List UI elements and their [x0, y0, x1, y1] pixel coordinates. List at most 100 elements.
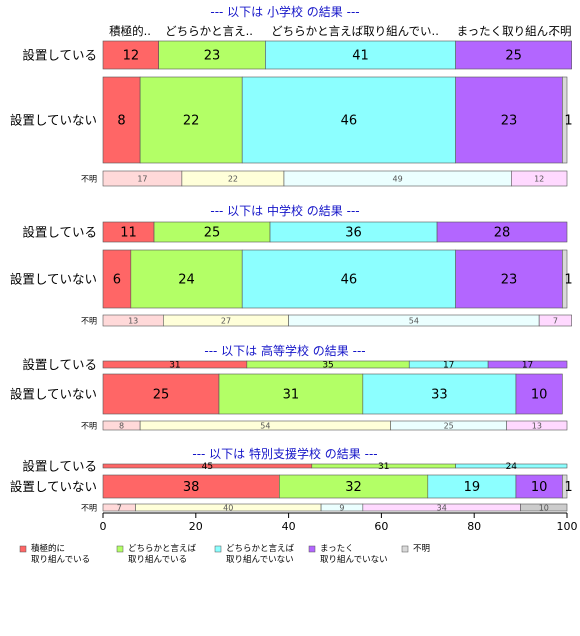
- data-label: 10: [531, 480, 548, 495]
- data-label: 25: [444, 421, 454, 430]
- legend-label: 不明: [413, 544, 430, 554]
- bar-segment: [102, 40, 159, 70]
- data-label: 1: [564, 273, 572, 288]
- column-header: どちらかと言えば取り組んでい..: [271, 24, 439, 38]
- data-label: 22: [183, 114, 200, 129]
- data-label: 28: [494, 226, 511, 241]
- column-header: どちらかと言え..: [165, 24, 253, 38]
- data-label: 10: [539, 503, 549, 512]
- data-label: 27: [221, 316, 231, 325]
- data-label: 13: [532, 421, 542, 430]
- bar-segment: [487, 360, 568, 369]
- data-label: 24: [506, 462, 518, 472]
- group-title: --- 以下は 特別支援学校 の結果 ---: [192, 446, 377, 461]
- bar-segment: [511, 170, 568, 187]
- bar-segment: [562, 76, 568, 164]
- x-tick-label: 60: [374, 520, 388, 533]
- data-label: 40: [223, 503, 233, 512]
- row-label: 設置している: [22, 357, 97, 372]
- data-label: 1: [564, 480, 572, 495]
- data-label: 9: [339, 503, 344, 512]
- legend-label: まったく取り組んでいない: [320, 544, 388, 565]
- bar-segment: [241, 76, 456, 164]
- bar-segment: [139, 76, 243, 164]
- bar-segment: [562, 474, 568, 499]
- row-label: 設置していない: [10, 113, 97, 128]
- data-label: 10: [531, 388, 548, 403]
- legend-label: どちらかと言えば取り組んでいる: [128, 543, 197, 565]
- row-label: 設置している: [22, 459, 97, 474]
- group-title: --- 以下は 高等学校 の結果 ---: [204, 343, 365, 358]
- column-header: まったく取り組ん..: [457, 24, 556, 38]
- data-label: 13: [128, 316, 138, 325]
- data-label: 12: [123, 49, 140, 64]
- data-label: 7: [553, 316, 558, 325]
- bar-segment: [455, 463, 568, 469]
- legend-swatch: [308, 545, 316, 553]
- data-label: 46: [341, 273, 358, 288]
- legend-label: 積極的に取り組んでいる: [31, 543, 90, 565]
- legend-swatch: [214, 545, 222, 553]
- data-label: 34: [437, 503, 447, 512]
- data-label: 32: [345, 480, 362, 495]
- legend-swatch: [19, 545, 27, 553]
- bar-segment: [455, 76, 563, 164]
- unknown-row-label: 不明: [81, 422, 97, 431]
- x-tick-label: 40: [282, 520, 296, 533]
- row-label: 設置していない: [10, 387, 97, 402]
- data-label: 8: [119, 421, 124, 430]
- legend-swatch: [401, 545, 409, 553]
- group-title: --- 以下は 中学校 の結果 ---: [210, 203, 359, 218]
- data-label: 23: [204, 49, 221, 64]
- data-label: 23: [501, 114, 518, 129]
- data-label: 54: [260, 421, 270, 430]
- data-label: 12: [534, 174, 544, 183]
- bar-segment: [562, 249, 568, 309]
- unknown-row-label: 不明: [81, 504, 97, 513]
- row-label: 設置している: [22, 48, 97, 63]
- bar-segment: [520, 503, 568, 512]
- group-title: --- 以下は 小学校 の結果 ---: [210, 4, 359, 19]
- data-label: 31: [378, 462, 389, 472]
- data-label: 31: [169, 361, 180, 371]
- data-label: 8: [117, 114, 125, 129]
- bar-segment: [538, 314, 572, 327]
- data-label: 54: [409, 316, 419, 325]
- legend-label: どちらかと言えば取り組んでいない: [226, 543, 295, 565]
- data-label: 25: [505, 49, 522, 64]
- x-tick-label: 20: [189, 520, 203, 533]
- data-label: 35: [322, 361, 333, 371]
- data-label: 25: [204, 226, 221, 241]
- x-tick-label: 100: [557, 520, 578, 533]
- bar-segment: [265, 40, 456, 70]
- bar-segment: [506, 420, 568, 431]
- data-label: 19: [464, 480, 481, 495]
- data-label: 22: [228, 174, 238, 183]
- data-label: 49: [393, 174, 403, 183]
- data-label: 46: [341, 114, 358, 129]
- bar-segment: [362, 373, 517, 415]
- legend-swatch: [116, 545, 124, 553]
- data-label: 23: [501, 273, 518, 288]
- unknown-row-label: 不明: [81, 175, 97, 184]
- row-label: 設置している: [22, 225, 97, 240]
- bar-segment: [102, 249, 132, 309]
- data-label: 6: [113, 273, 121, 288]
- row-label: 設置していない: [10, 272, 97, 287]
- data-label: 17: [137, 174, 147, 183]
- data-label: 38: [183, 480, 200, 495]
- data-label: 11: [120, 226, 137, 241]
- data-label: 17: [443, 361, 454, 371]
- row-label: 設置していない: [10, 479, 97, 494]
- data-label: 41: [352, 49, 369, 64]
- unknown-row-label: 不明: [81, 317, 97, 326]
- data-label: 24: [178, 273, 195, 288]
- data-label: 33: [431, 388, 448, 403]
- data-label: 1: [564, 114, 572, 129]
- bar-segment: [102, 373, 220, 415]
- bar-segment: [436, 221, 568, 243]
- bar-segment: [241, 249, 456, 309]
- bar-segment: [102, 76, 141, 164]
- x-tick-label: 80: [467, 520, 481, 533]
